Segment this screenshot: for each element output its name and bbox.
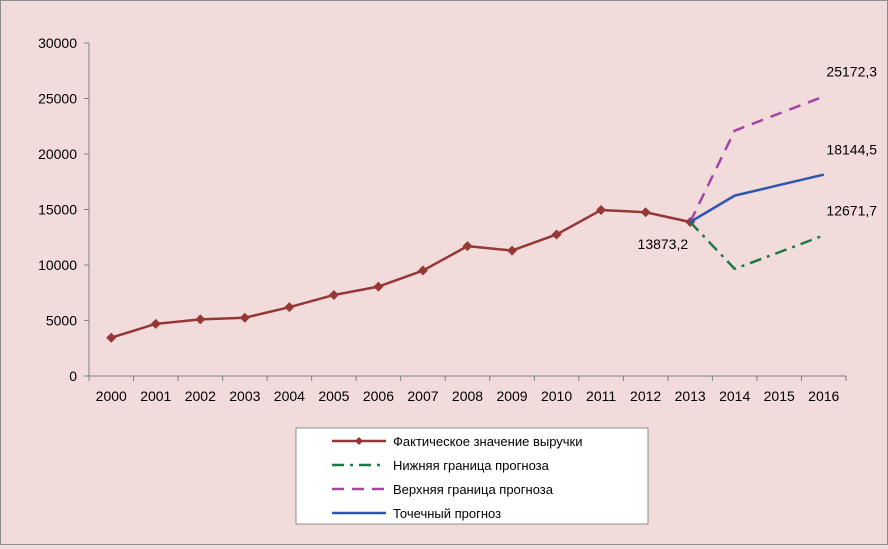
- data-point-marker: [150, 318, 161, 329]
- series-line-2: [689, 95, 825, 223]
- y-tick-label: 5000: [46, 313, 77, 329]
- x-tick-label: 2010: [541, 388, 572, 404]
- x-tick-label: 2016: [808, 388, 839, 404]
- data-labels: 13873,2 25172,3 18144,5 12671,7: [638, 64, 878, 252]
- axes: 0 5000 10000 15000 20000 25000 30000 2000 2001 20…: [38, 35, 847, 404]
- y-tick-label: 0: [69, 368, 77, 384]
- series-layer: [106, 95, 825, 343]
- data-label: 25172,3: [826, 64, 877, 80]
- x-tick-label: 2015: [764, 388, 795, 404]
- legend-label: Точечный прогноз: [393, 506, 501, 521]
- data-point-marker: [284, 302, 295, 313]
- data-point-marker: [596, 205, 607, 216]
- legend-marker: [355, 437, 363, 445]
- series-line-0: [110, 208, 691, 339]
- legend-box: [295, 427, 649, 525]
- x-tick-label: 2008: [452, 388, 483, 404]
- data-point-marker: [462, 241, 473, 252]
- legend-label: Верхняя граница прогноза: [393, 482, 554, 497]
- x-tick-label: 2005: [318, 388, 349, 404]
- data-point-marker: [373, 281, 384, 292]
- series-line-3: [689, 173, 825, 224]
- data-point-marker: [551, 229, 562, 240]
- x-tick-label: 2006: [363, 388, 394, 404]
- data-point-marker: [195, 314, 206, 325]
- data-label: 13873,2: [638, 236, 689, 252]
- y-tick-label: 10000: [38, 257, 77, 273]
- x-tick-label: 2009: [496, 388, 527, 404]
- x-tick-label: 2003: [229, 388, 260, 404]
- legend-label: Фактическое значение выручки: [393, 434, 583, 449]
- x-tick-label: 2002: [185, 388, 216, 404]
- x-tick-label: 2013: [675, 388, 706, 404]
- x-tick-label: 2001: [140, 388, 171, 404]
- x-tick-label: 2004: [274, 388, 305, 404]
- series-line-1: [689, 221, 825, 271]
- x-tick-label: 2012: [630, 388, 661, 404]
- legend-label: Нижняя граница прогноза: [393, 458, 550, 473]
- legend: Фактическое значение выручки Нижняя грани…: [295, 427, 649, 525]
- data-point-marker: [239, 312, 250, 323]
- data-point-marker: [640, 207, 651, 218]
- data-label: 18144,5: [826, 142, 877, 158]
- x-tick-label: 2011: [586, 388, 616, 404]
- x-tick-label: 2000: [96, 388, 127, 404]
- data-point-marker: [328, 289, 339, 300]
- x-tick-label: 2007: [407, 388, 438, 404]
- y-tick-label: 15000: [38, 202, 77, 218]
- data-label: 12671,7: [826, 202, 877, 218]
- data-point-marker: [507, 245, 518, 256]
- y-tick-label: 30000: [38, 35, 77, 51]
- data-point-marker: [106, 332, 117, 343]
- y-tick-label: 20000: [38, 146, 77, 162]
- y-tick-label: 25000: [38, 91, 77, 107]
- x-tick-label: 2014: [719, 388, 750, 404]
- data-point-marker: [417, 265, 428, 276]
